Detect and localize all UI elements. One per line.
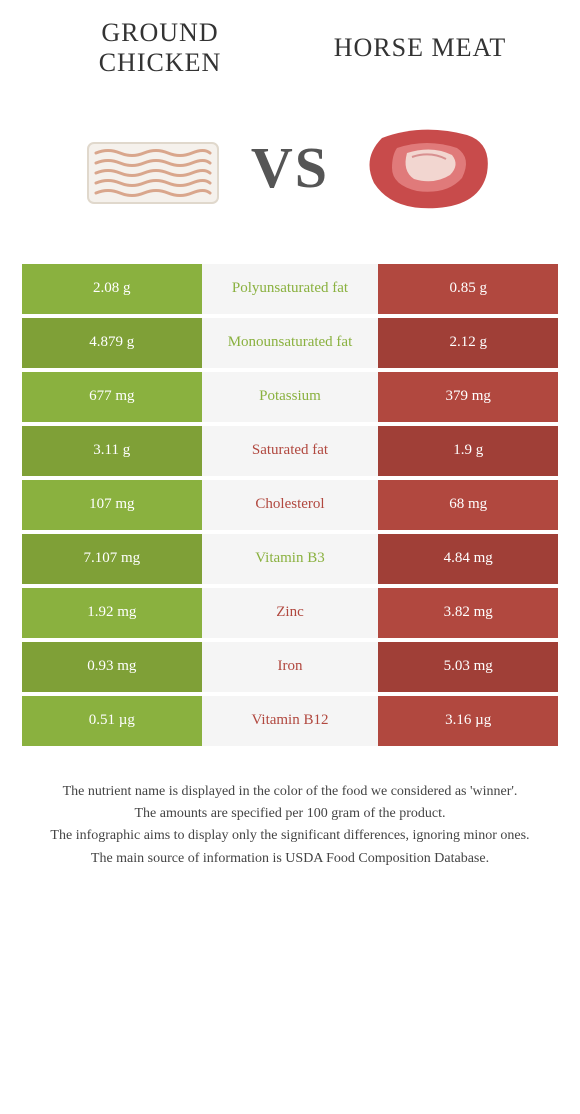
ground-chicken-image [73, 108, 233, 228]
vs-label: VS [243, 134, 337, 201]
nutrient-label: Iron [202, 642, 379, 692]
right-value: 0.85 g [378, 264, 558, 314]
table-row: 7.107 mgVitamin B34.84 mg [22, 534, 558, 584]
header-right: HORSE MEAT [310, 33, 530, 63]
left-food-title: GROUND CHICKEN [50, 18, 270, 78]
header-left: GROUND CHICKEN [50, 18, 270, 78]
left-value: 107 mg [22, 480, 202, 530]
footnote-line: The amounts are specified per 100 gram o… [30, 804, 550, 824]
right-value: 1.9 g [378, 426, 558, 476]
nutrition-table: 2.08 gPolyunsaturated fat0.85 g4.879 gMo… [22, 264, 558, 746]
left-value: 0.93 mg [22, 642, 202, 692]
left-food-line2: CHICKEN [99, 48, 222, 77]
table-row: 0.93 mgIron5.03 mg [22, 642, 558, 692]
horse-meat-image [347, 108, 507, 228]
right-food-title: HORSE MEAT [310, 33, 530, 63]
nutrient-label: Cholesterol [202, 480, 379, 530]
nutrient-label: Polyunsaturated fat [202, 264, 379, 314]
nutrient-label: Vitamin B3 [202, 534, 379, 584]
left-value: 1.92 mg [22, 588, 202, 638]
table-row: 0.51 µgVitamin B123.16 µg [22, 696, 558, 746]
nutrient-label: Saturated fat [202, 426, 379, 476]
table-row: 2.08 gPolyunsaturated fat0.85 g [22, 264, 558, 314]
vs-row: VS [0, 108, 580, 228]
right-value: 68 mg [378, 480, 558, 530]
left-value: 2.08 g [22, 264, 202, 314]
table-row: 677 mgPotassium379 mg [22, 372, 558, 422]
table-row: 1.92 mgZinc3.82 mg [22, 588, 558, 638]
nutrient-label: Vitamin B12 [202, 696, 379, 746]
right-value: 4.84 mg [378, 534, 558, 584]
right-value: 379 mg [378, 372, 558, 422]
table-row: 4.879 gMonounsaturated fat2.12 g [22, 318, 558, 368]
ground-chicken-icon [78, 113, 228, 223]
nutrient-label: Zinc [202, 588, 379, 638]
footnote-line: The infographic aims to display only the… [30, 826, 550, 846]
right-value: 2.12 g [378, 318, 558, 368]
footnotes: The nutrient name is displayed in the co… [30, 782, 550, 869]
horse-meat-icon [352, 113, 502, 223]
left-value: 4.879 g [22, 318, 202, 368]
table-row: 3.11 gSaturated fat1.9 g [22, 426, 558, 476]
left-value: 677 mg [22, 372, 202, 422]
nutrient-label: Potassium [202, 372, 379, 422]
header: GROUND CHICKEN HORSE MEAT [0, 0, 580, 78]
table-row: 107 mgCholesterol68 mg [22, 480, 558, 530]
footnote-line: The main source of information is USDA F… [30, 849, 550, 869]
right-value: 3.82 mg [378, 588, 558, 638]
left-food-line1: GROUND [101, 18, 218, 47]
nutrient-label: Monounsaturated fat [202, 318, 379, 368]
left-value: 3.11 g [22, 426, 202, 476]
left-value: 0.51 µg [22, 696, 202, 746]
right-value: 5.03 mg [378, 642, 558, 692]
left-value: 7.107 mg [22, 534, 202, 584]
footnote-line: The nutrient name is displayed in the co… [30, 782, 550, 802]
right-value: 3.16 µg [378, 696, 558, 746]
